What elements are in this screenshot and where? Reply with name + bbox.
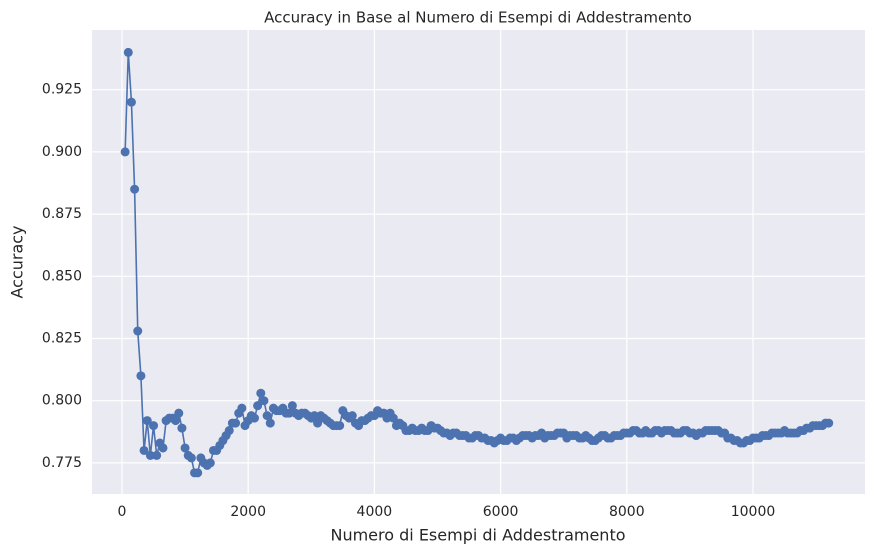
- y-axis-label: Accuracy: [8, 225, 27, 298]
- marker: [335, 421, 345, 431]
- marker: [347, 411, 357, 421]
- x-tick-label: 10000: [731, 504, 776, 520]
- marker: [313, 418, 323, 428]
- y-tick-label: 0.825: [42, 331, 82, 347]
- marker: [142, 416, 152, 426]
- marker: [123, 47, 133, 57]
- marker: [284, 408, 294, 418]
- x-tick-label: 4000: [357, 504, 393, 520]
- y-tick-label: 0.775: [42, 455, 82, 471]
- marker: [259, 396, 269, 406]
- marker: [256, 388, 266, 398]
- marker: [249, 413, 259, 423]
- y-tick-label: 0.900: [42, 144, 82, 160]
- marker: [145, 450, 155, 460]
- marker: [824, 418, 834, 428]
- marker: [152, 450, 162, 460]
- marker: [177, 423, 187, 433]
- marker: [180, 443, 190, 453]
- marker: [265, 418, 275, 428]
- plot-area: [92, 30, 865, 494]
- marker: [205, 458, 215, 468]
- marker: [174, 408, 184, 418]
- marker: [158, 443, 168, 453]
- marker: [193, 468, 203, 478]
- marker: [231, 418, 241, 428]
- marker: [136, 371, 146, 381]
- marker: [149, 421, 159, 431]
- marker: [130, 184, 140, 194]
- marker: [287, 401, 297, 411]
- y-tick-label: 0.850: [42, 268, 82, 284]
- y-tick-label: 0.925: [42, 82, 82, 98]
- marker: [171, 416, 181, 426]
- marker: [120, 147, 130, 157]
- y-tick-label: 0.800: [42, 393, 82, 409]
- x-tick-label: 2000: [230, 504, 266, 520]
- x-tick-label: 6000: [483, 504, 519, 520]
- chart-title: Accuracy in Base al Numero di Esempi di …: [264, 9, 692, 27]
- x-tick-label: 0: [118, 504, 127, 520]
- x-tick-label: 8000: [609, 504, 645, 520]
- marker: [139, 445, 149, 455]
- marker: [237, 403, 247, 413]
- x-axis-label: Numero di Esempi di Addestramento: [330, 526, 625, 545]
- y-tick-label: 0.875: [42, 206, 82, 222]
- marker: [253, 401, 263, 411]
- marker: [262, 411, 272, 421]
- marker: [186, 453, 196, 463]
- marker: [224, 426, 234, 436]
- marker: [388, 413, 398, 423]
- marker: [309, 411, 319, 421]
- marker: [126, 97, 136, 107]
- marker: [133, 326, 143, 336]
